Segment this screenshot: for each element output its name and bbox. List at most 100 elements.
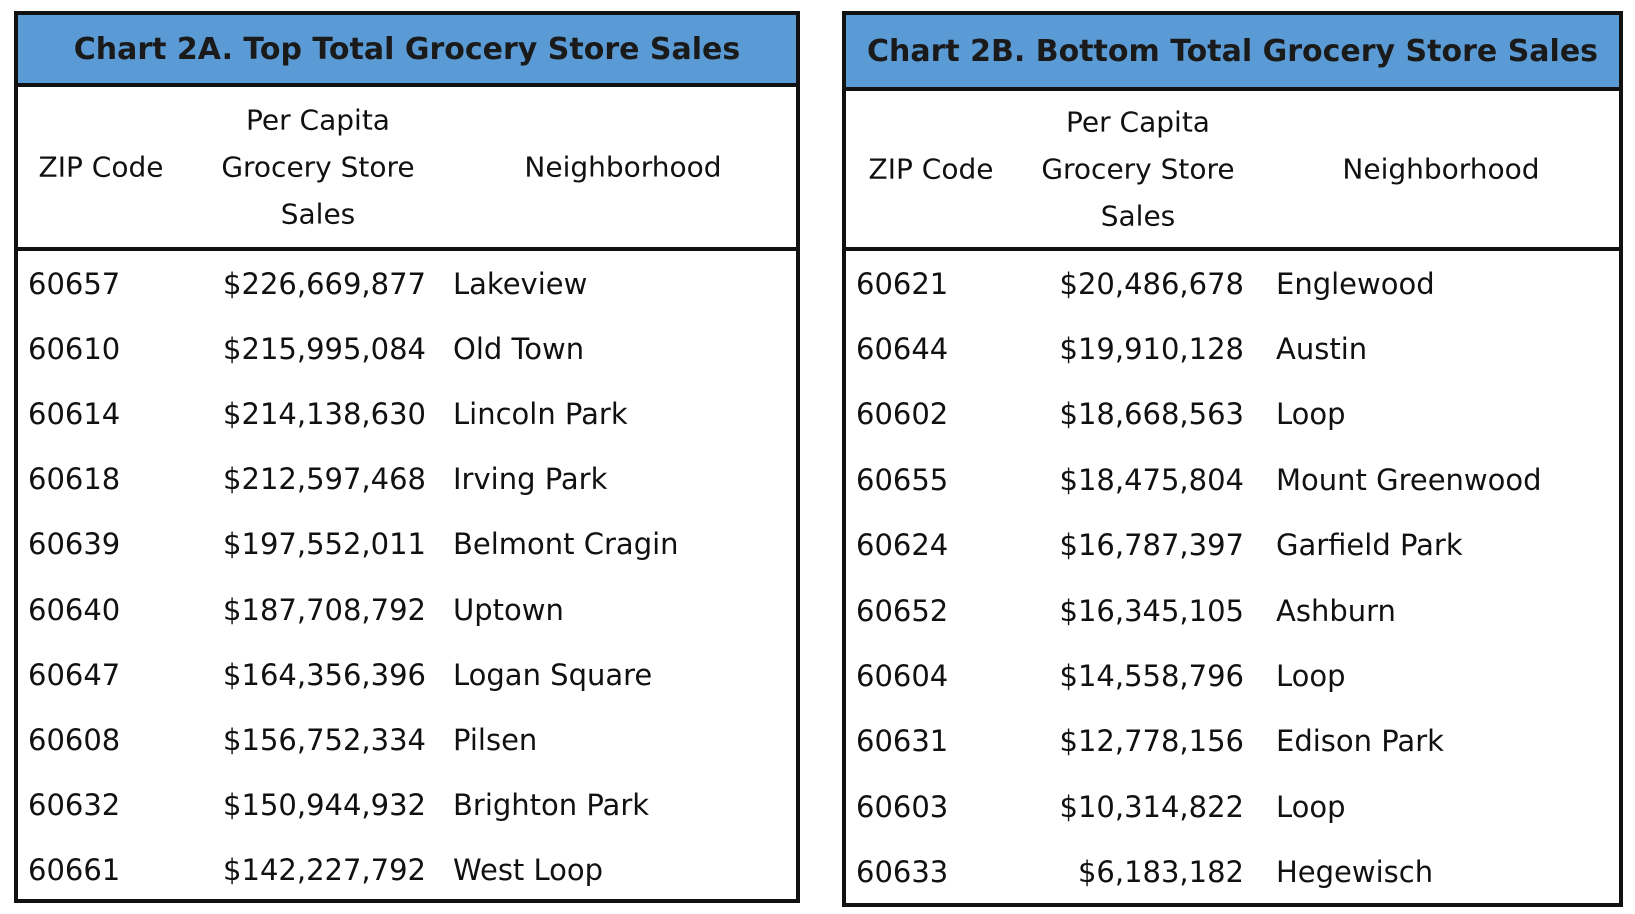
zip-cell: 60610 <box>28 331 121 366</box>
neighborhood-cell: Belmont Cragin <box>453 527 679 562</box>
sales-cell: $6,183,182 <box>1077 855 1244 890</box>
column-header-line: Neighborhood <box>1342 152 1540 186</box>
table-panel-bottom-sales: Chart 2B. Bottom Total Grocery Store Sal… <box>842 11 1623 907</box>
neighborhood-cell: Brighton Park <box>453 788 650 823</box>
sales-cell: $19,910,128 <box>1059 332 1245 367</box>
table-row: 60632 $150,944,932 Brighton Park <box>18 773 796 838</box>
column-header-line: Grocery Store <box>1041 152 1235 186</box>
neighborhood-cell: West Loop <box>453 853 604 888</box>
neighborhood-cell: Edison Park <box>1276 724 1444 759</box>
sales-cell: $12,778,156 <box>1059 724 1245 759</box>
sales-cell: $150,944,932 <box>223 788 426 823</box>
neighborhood-cell: Loop <box>1276 397 1346 432</box>
column-header-zip: ZIP Code <box>856 146 1006 193</box>
column-header-line: Grocery Store <box>221 150 415 184</box>
table-row: 60604 $14,558,796 Loop <box>846 643 1619 708</box>
zip-cell: 60603 <box>856 789 949 824</box>
column-header-sales: Per Capita Grocery Store Sales <box>198 97 438 238</box>
sales-cell: $187,708,792 <box>223 592 426 627</box>
sales-cell: $14,558,796 <box>1059 659 1245 694</box>
column-header-sales: Per Capita Grocery Store Sales <box>1018 99 1258 240</box>
zip-cell: 60621 <box>856 266 949 301</box>
table-row: 60644 $19,910,128 Austin <box>846 316 1619 381</box>
sales-cell: $16,345,105 <box>1059 593 1245 628</box>
neighborhood-cell: Uptown <box>453 592 564 627</box>
neighborhood-cell: Mount Greenwood <box>1276 462 1542 497</box>
sales-cell: $10,314,822 <box>1059 789 1245 824</box>
neighborhood-cell: Garfield Park <box>1276 528 1463 563</box>
column-header-line: ZIP Code <box>38 150 164 184</box>
neighborhood-cell: Irving Park <box>453 462 608 497</box>
column-header-line: Per Capita <box>1066 105 1210 139</box>
table-title: Chart 2A. Top Total Grocery Store Sales <box>18 15 796 87</box>
zip-cell: 60644 <box>856 332 949 367</box>
table-row: 60647 $164,356,396 Logan Square <box>18 642 796 707</box>
zip-cell: 60633 <box>856 855 949 890</box>
table-row: 60610 $215,995,084 Old Town <box>18 316 796 381</box>
table-row: 60633 $6,183,182 Hegewisch <box>846 840 1619 905</box>
neighborhood-cell: Lakeview <box>453 266 588 301</box>
sales-cell: $215,995,084 <box>223 331 426 366</box>
column-header-line: ZIP Code <box>868 152 994 186</box>
table-row: 60603 $10,314,822 Loop <box>846 774 1619 839</box>
zip-cell: 60614 <box>28 396 121 431</box>
zip-cell: 60655 <box>856 462 949 497</box>
table-row: 60657 $226,669,877 Lakeview <box>18 251 796 316</box>
column-header-line: Sales <box>280 197 356 231</box>
column-header-line: Per Capita <box>246 103 390 137</box>
zip-cell: 60604 <box>856 659 949 694</box>
zip-cell: 60631 <box>856 724 949 759</box>
zip-cell: 60661 <box>28 853 121 888</box>
table-row: 60640 $187,708,792 Uptown <box>18 577 796 642</box>
column-header-row: ZIP Code Per Capita Grocery Store Sales Ne… <box>18 87 796 251</box>
table-row: 60608 $156,752,334 Pilsen <box>18 707 796 772</box>
sales-cell: $20,486,678 <box>1059 266 1245 301</box>
neighborhood-cell: Old Town <box>453 331 585 366</box>
column-header-zip: ZIP Code <box>28 144 174 191</box>
table-row: 60618 $212,597,468 Irving Park <box>18 447 796 512</box>
table-row: 60614 $214,138,630 Lincoln Park <box>18 381 796 446</box>
zip-cell: 60657 <box>28 266 121 301</box>
table-row: 60602 $18,668,563 Loop <box>846 382 1619 447</box>
sales-cell: $156,752,334 <box>223 722 426 757</box>
neighborhood-cell: Loop <box>1276 789 1346 824</box>
sales-cell: $226,669,877 <box>223 266 426 301</box>
sales-cell: $164,356,396 <box>223 657 426 692</box>
neighborhood-cell: Austin <box>1276 332 1368 367</box>
sales-cell: $212,597,468 <box>223 462 426 497</box>
column-header-neighborhood: Neighborhood <box>448 144 798 191</box>
table-row: 60652 $16,345,105 Ashburn <box>846 578 1619 643</box>
sales-cell: $142,227,792 <box>223 853 426 888</box>
table-row: 60639 $197,552,011 Belmont Cragin <box>18 512 796 577</box>
zip-cell: 60640 <box>28 592 121 627</box>
table-panel-top-sales: Chart 2A. Top Total Grocery Store Sales … <box>14 11 800 903</box>
neighborhood-cell: Hegewisch <box>1276 855 1434 890</box>
zip-cell: 60624 <box>856 528 949 563</box>
column-header-row: ZIP Code Per Capita Grocery Store Sales Ne… <box>846 91 1619 251</box>
neighborhood-cell: Logan Square <box>453 657 653 692</box>
table-row: 60621 $20,486,678 Englewood <box>846 251 1619 316</box>
table-body: 60621 $20,486,678 Englewood 60644 $19,910,12… <box>846 251 1619 905</box>
sales-cell: $18,668,563 <box>1059 397 1245 432</box>
column-header-line: Sales <box>1100 199 1176 233</box>
zip-cell: 60618 <box>28 462 121 497</box>
column-header-neighborhood: Neighborhood <box>1266 146 1616 193</box>
table-row: 60624 $16,787,397 Garfield Park <box>846 513 1619 578</box>
neighborhood-cell: Lincoln Park <box>453 396 628 431</box>
table-row: 60661 $142,227,792 West Loop <box>18 838 796 903</box>
zip-cell: 60639 <box>28 527 121 562</box>
sales-cell: $214,138,630 <box>223 396 426 431</box>
zip-cell: 60608 <box>28 722 121 757</box>
zip-cell: 60647 <box>28 657 121 692</box>
table-title: Chart 2B. Bottom Total Grocery Store Sal… <box>846 15 1619 91</box>
table-body: 60657 $226,669,877 Lakeview 60610 $215,995,0… <box>18 251 796 903</box>
neighborhood-cell: Ashburn <box>1276 593 1396 628</box>
sales-cell: $16,787,397 <box>1059 528 1245 563</box>
neighborhood-cell: Pilsen <box>453 722 538 757</box>
zip-cell: 60632 <box>28 788 121 823</box>
zip-cell: 60602 <box>856 397 949 432</box>
column-header-line: Neighborhood <box>524 150 722 184</box>
sales-cell: $197,552,011 <box>223 527 426 562</box>
zip-cell: 60652 <box>856 593 949 628</box>
table-row: 60655 $18,475,804 Mount Greenwood <box>846 447 1619 512</box>
